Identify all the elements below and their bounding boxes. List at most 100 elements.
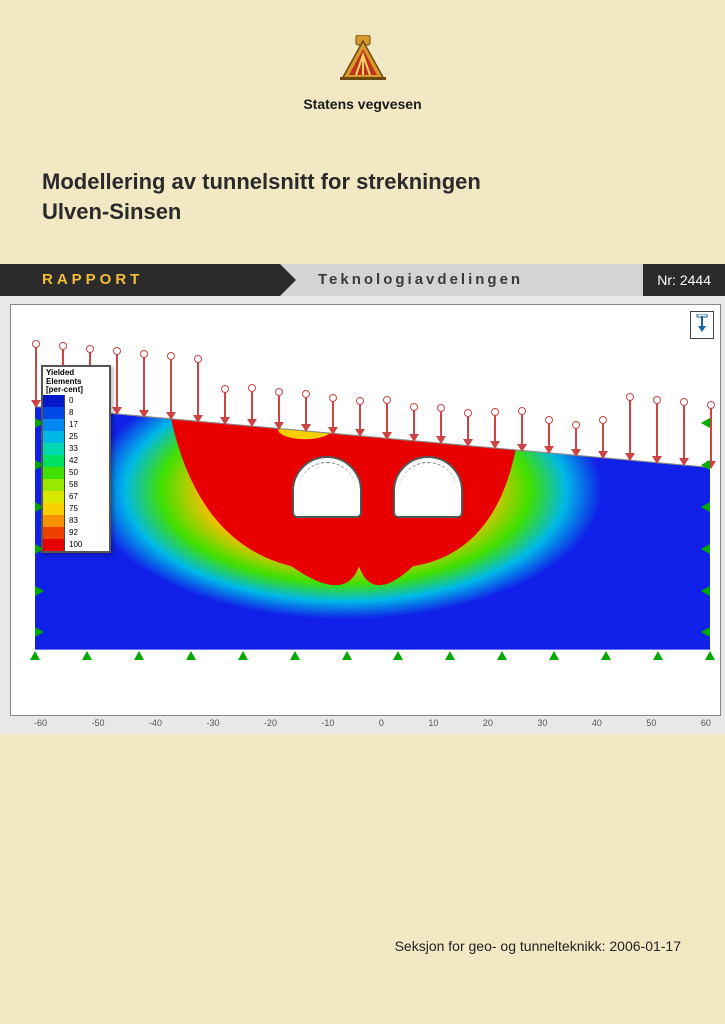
legend-rows: 0 8 17 25 33 42 50 58 67 758392 100 xyxy=(43,395,109,551)
legend-value: 17 xyxy=(65,420,78,429)
load-arrow-icon xyxy=(683,403,685,465)
legend-value: 33 xyxy=(65,444,78,453)
support-icon xyxy=(705,650,715,660)
legend-swatch xyxy=(43,539,65,551)
support-icon xyxy=(82,650,92,660)
plot-area xyxy=(35,323,710,703)
support-icon xyxy=(700,460,710,470)
legend-value: 42 xyxy=(65,456,78,465)
legend-swatch xyxy=(43,527,65,539)
support-icon xyxy=(700,544,710,554)
support-icon xyxy=(238,650,248,660)
load-arrow-icon xyxy=(548,421,550,453)
figure-canvas: Yielded Elements [per-cent] 0 8 17 25 33 42 50… xyxy=(10,304,721,716)
load-arrow-icon xyxy=(575,426,577,456)
x-tick: -30 xyxy=(206,718,219,732)
legend-value: 58 xyxy=(65,480,78,489)
legend-row: 67 xyxy=(43,491,109,503)
legend-row: 0 xyxy=(43,395,109,407)
load-arrow-icon xyxy=(656,401,658,463)
banner-report-number: Nr: 2444 xyxy=(643,264,725,296)
footer-line: Seksjon for geo- og tunnelteknikk: 2006-… xyxy=(395,938,681,954)
support-icon xyxy=(549,650,559,660)
legend-swatch xyxy=(43,455,65,467)
nr-label: Nr: xyxy=(657,272,676,288)
support-icon xyxy=(342,650,352,660)
support-icon xyxy=(186,650,196,660)
load-arrow-icon xyxy=(521,412,523,451)
banner: RAPPORT Teknologiavdelingen Nr: 2444 xyxy=(0,264,725,296)
legend-row: 58 xyxy=(43,479,109,491)
legend-row: 17 xyxy=(43,419,109,431)
support-icon xyxy=(700,627,710,637)
legend-value: 50 xyxy=(65,468,78,477)
support-icon xyxy=(35,627,45,637)
x-tick: 40 xyxy=(592,718,602,732)
load-arrow-icon xyxy=(710,406,712,468)
load-arrow-icon xyxy=(305,395,307,431)
load-arrow-icon xyxy=(359,402,361,436)
legend-swatch xyxy=(43,395,65,407)
support-icon xyxy=(30,650,40,660)
legend-row: 100 xyxy=(43,539,109,551)
legend-row: 75 xyxy=(43,503,109,515)
header-logo-area: Statens vegvesen xyxy=(0,0,725,112)
legend-row: 8 xyxy=(43,407,109,419)
support-icon xyxy=(497,650,507,660)
support-icon xyxy=(393,650,403,660)
load-arrow-icon xyxy=(197,360,199,422)
legend-swatch xyxy=(43,515,65,527)
x-tick: -50 xyxy=(91,718,104,732)
legend-swatch xyxy=(43,467,65,479)
load-arrow-icon xyxy=(386,401,388,439)
support-icon xyxy=(700,586,710,596)
legend-swatch xyxy=(43,479,65,491)
load-arrow-icon xyxy=(467,414,469,446)
legend-swatch xyxy=(43,443,65,455)
load-arrow-icon xyxy=(170,357,172,419)
load-arrow-icon xyxy=(440,409,442,443)
legend: Yielded Elements [per-cent] 0 8 17 25 33 42 50… xyxy=(41,365,111,552)
load-arrow-icon xyxy=(602,421,604,458)
legend-row: 42 xyxy=(43,455,109,467)
x-tick: -40 xyxy=(149,718,162,732)
x-tick: -10 xyxy=(321,718,334,732)
load-arrow-icon xyxy=(35,345,37,407)
x-tick: -20 xyxy=(264,718,277,732)
legend-value: 92 xyxy=(65,528,78,537)
x-tick: 50 xyxy=(646,718,656,732)
support-icon xyxy=(700,418,710,428)
fem-figure: Yielded Elements [per-cent] 0 8 17 25 33 42 50… xyxy=(0,296,725,734)
legend-row: 92 xyxy=(43,527,109,539)
legend-row: 83 xyxy=(43,515,109,527)
support-icon xyxy=(35,586,45,596)
legend-swatch xyxy=(43,431,65,443)
tunnel-right xyxy=(393,456,463,518)
legend-swatch xyxy=(43,407,65,419)
support-icon xyxy=(134,650,144,660)
legend-swatch xyxy=(43,491,65,503)
support-icon xyxy=(445,650,455,660)
x-tick: 60 xyxy=(701,718,711,732)
title-line-1: Modellering av tunnelsnitt for strekning… xyxy=(42,169,481,194)
org-name: Statens vegvesen xyxy=(0,96,725,112)
legend-value: 67 xyxy=(65,492,78,501)
legend-value: 0 xyxy=(65,396,73,405)
legend-row: 25 xyxy=(43,431,109,443)
load-arrow-icon xyxy=(494,413,496,449)
load-arrow-icon xyxy=(332,399,334,434)
banner-department: Teknologiavdelingen xyxy=(280,264,643,296)
ground-svg xyxy=(35,323,710,703)
x-tick: -60 xyxy=(34,718,47,732)
legend-row: 50 xyxy=(43,467,109,479)
x-axis-ticks: -60-50-40-30-20-100102030405060 xyxy=(34,718,711,732)
legend-title: Yielded Elements [per-cent] xyxy=(43,367,109,394)
load-arrow-icon xyxy=(413,408,415,441)
load-arrow-icon xyxy=(116,352,118,414)
support-icon xyxy=(601,650,611,660)
legend-value: 8 xyxy=(65,408,73,417)
banner-rapport: RAPPORT xyxy=(0,264,280,296)
legend-value: 25 xyxy=(65,432,78,441)
legend-value: 100 xyxy=(65,540,82,549)
support-icon xyxy=(700,502,710,512)
